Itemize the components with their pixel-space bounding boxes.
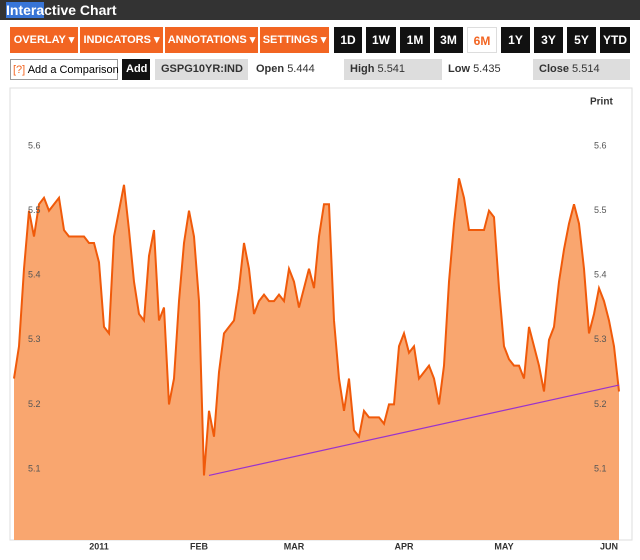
title-selected: Intera [6, 2, 45, 18]
menu-button[interactable]: ANNOTATIONS ▾ [165, 27, 258, 53]
help-icon[interactable]: [?] [13, 64, 26, 76]
quote-field: High 5.541 [344, 59, 442, 80]
y-tick-label: 5.3 [28, 334, 41, 344]
quote-value: 5.444 [287, 63, 315, 75]
quote-label: Low [448, 63, 470, 75]
y-tick-label: 5.1 [28, 463, 41, 473]
quote-label: Open [256, 63, 285, 75]
y-tick-label: 5.6 [28, 140, 41, 150]
quote-field: Low 5.435 [442, 59, 530, 80]
quote-value: 5.541 [377, 63, 406, 75]
range-button[interactable]: 1W [366, 27, 396, 53]
trendline [208, 384, 620, 477]
chart: Print 5.1 5.1 5.2 5.2 5.3 5.3 5.4 5.4 5.5 5.5 5.6 5.… [9, 87, 633, 551]
y-tick-label: 5.4 [28, 270, 41, 280]
range-button[interactable]: 1M [400, 27, 430, 53]
menu-button[interactable]: INDICATORS ▾ [80, 27, 163, 53]
title: ctive Chart [44, 2, 117, 18]
y-tick-label: 5.2 [28, 399, 41, 409]
range-button[interactable]: 3M [434, 27, 463, 53]
menu-button[interactable]: SETTINGS ▾ [260, 27, 329, 53]
y-tick-label: 5.5 [594, 205, 607, 215]
y-tick-label: 5.4 [594, 270, 607, 280]
x-tick-label: MAY [494, 541, 513, 551]
range-button[interactable]: 3Y [534, 27, 563, 53]
y-tick-label: 5.6 [594, 140, 607, 150]
title-bar: Interactive Chart [0, 0, 640, 20]
quote-value: 5.514 [572, 63, 600, 75]
placeholder: Add a Comparison [27, 64, 119, 76]
range-button[interactable]: YTD [600, 27, 630, 53]
comparison-input[interactable]: [?] Add a Comparison [10, 59, 119, 80]
area-fill [14, 178, 619, 540]
quote-field: Close 5.514 [533, 59, 630, 80]
range-button[interactable]: 5Y [567, 27, 596, 53]
y-tick-label: 5.2 [594, 399, 607, 409]
x-tick-label: FEB [190, 541, 209, 551]
range-button[interactable]: 6M [467, 27, 497, 53]
quote-label: High [350, 63, 375, 75]
quote-value: 5.435 [473, 63, 501, 75]
x-tick-label: MAR [284, 541, 305, 551]
y-tick-label: 5.5 [28, 205, 41, 215]
symbol: GSPG10YR:IND [155, 59, 248, 80]
quote-label: Close [539, 63, 569, 75]
x-tick-label: APR [394, 541, 414, 551]
price-line [13, 178, 620, 476]
y-tick-label: 5.1 [594, 463, 607, 473]
range-button[interactable]: 1D [334, 27, 362, 53]
x-tick-label: JUN [600, 541, 618, 551]
add-button[interactable]: Add [122, 59, 150, 80]
print-link[interactable]: Print [590, 97, 613, 108]
menu-button[interactable]: OVERLAY ▾ [10, 27, 78, 53]
y-tick-label: 5.3 [594, 334, 607, 344]
range-button[interactable]: 1Y [501, 27, 530, 53]
quote-field: Open 5.444 [250, 59, 342, 80]
x-tick-label: 2011 [89, 541, 109, 551]
